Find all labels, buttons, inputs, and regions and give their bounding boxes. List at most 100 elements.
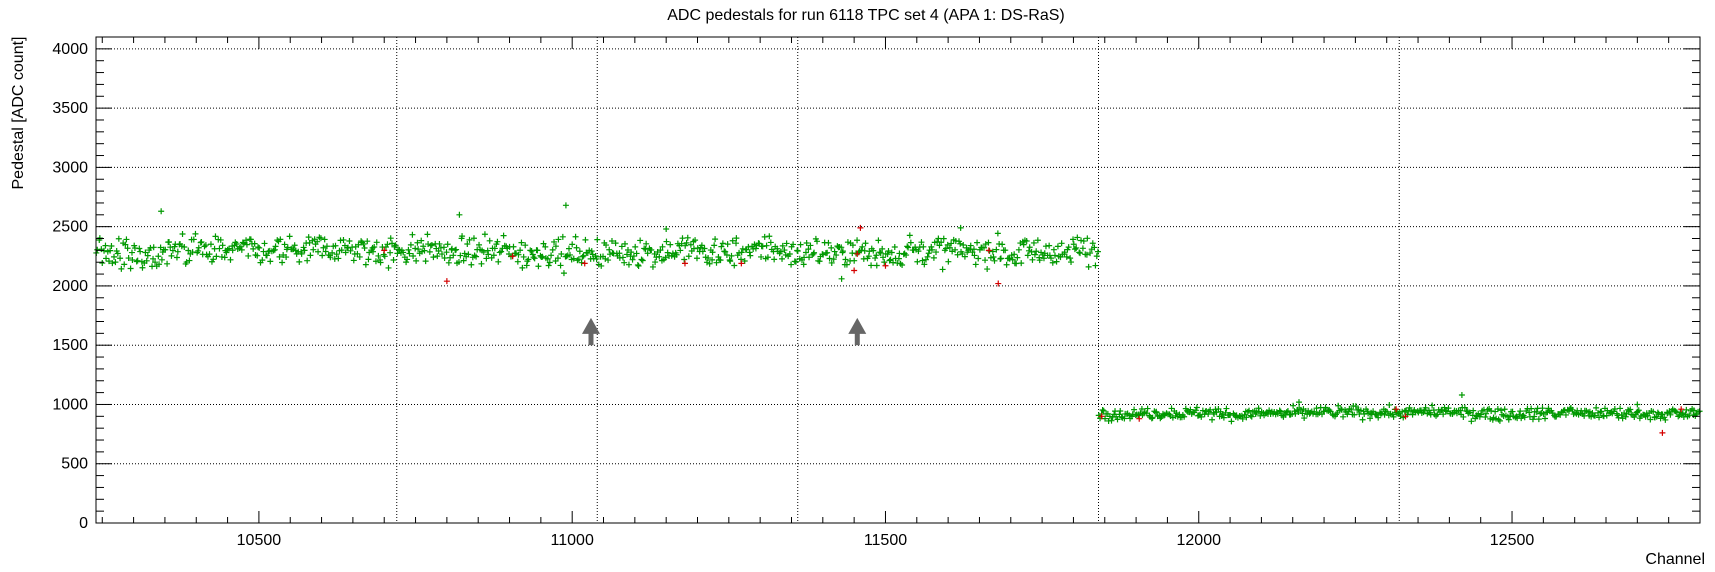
data-point bbox=[390, 256, 397, 263]
data-point bbox=[1220, 414, 1227, 421]
data-point bbox=[109, 260, 116, 267]
data-point bbox=[652, 259, 659, 266]
data-point bbox=[195, 247, 202, 254]
data-point bbox=[1581, 412, 1588, 419]
y-tick-label: 500 bbox=[61, 456, 88, 473]
data-point bbox=[195, 244, 202, 251]
data-point bbox=[582, 236, 589, 243]
data-point bbox=[1029, 256, 1036, 263]
data-point bbox=[365, 256, 372, 263]
data-point-flagged bbox=[1098, 413, 1105, 420]
data-point bbox=[925, 250, 932, 257]
data-point bbox=[722, 248, 729, 255]
data-point bbox=[1495, 416, 1502, 423]
data-point bbox=[565, 245, 572, 252]
data-point bbox=[233, 241, 240, 248]
data-point bbox=[174, 248, 181, 255]
data-point bbox=[1193, 404, 1200, 411]
data-point bbox=[851, 257, 858, 264]
data-point bbox=[971, 252, 978, 259]
data-point bbox=[1046, 252, 1053, 259]
data-point bbox=[560, 270, 567, 277]
data-point bbox=[372, 258, 379, 265]
data-point bbox=[1365, 410, 1372, 417]
data-point bbox=[457, 252, 464, 259]
data-point bbox=[371, 243, 378, 250]
data-point bbox=[1627, 406, 1634, 413]
data-point bbox=[421, 247, 428, 254]
data-point-flagged bbox=[1659, 429, 1666, 436]
data-point bbox=[279, 259, 286, 266]
data-point bbox=[633, 250, 640, 257]
data-point bbox=[392, 242, 399, 249]
data-point bbox=[1672, 408, 1679, 415]
data-point bbox=[806, 254, 813, 261]
data-point bbox=[420, 243, 427, 250]
data-point bbox=[924, 253, 931, 260]
data-point bbox=[685, 253, 692, 260]
data-point bbox=[1144, 405, 1151, 412]
data-point bbox=[99, 260, 106, 267]
data-point bbox=[1046, 242, 1053, 249]
data-point bbox=[954, 251, 961, 258]
data-point bbox=[1521, 414, 1528, 421]
data-point bbox=[430, 254, 437, 261]
data-point bbox=[384, 241, 391, 248]
data-point bbox=[1460, 413, 1467, 420]
data-point bbox=[656, 253, 663, 260]
data-point bbox=[1482, 414, 1489, 421]
data-point bbox=[1593, 404, 1600, 411]
data-point bbox=[1501, 406, 1508, 413]
data-point bbox=[519, 264, 526, 271]
data-point bbox=[570, 255, 577, 262]
data-point bbox=[1013, 260, 1020, 267]
data-point bbox=[764, 254, 771, 261]
data-point bbox=[1591, 412, 1598, 419]
data-point bbox=[629, 256, 636, 263]
data-point bbox=[800, 261, 807, 268]
data-point bbox=[885, 247, 892, 254]
data-point bbox=[572, 233, 579, 240]
data-point bbox=[838, 244, 845, 251]
data-point bbox=[1002, 247, 1009, 254]
data-point bbox=[549, 246, 556, 253]
data-point bbox=[1083, 251, 1090, 258]
data-point bbox=[576, 248, 583, 255]
data-point bbox=[1100, 407, 1107, 414]
data-point bbox=[807, 242, 814, 249]
data-point bbox=[630, 253, 637, 260]
data-point bbox=[124, 245, 131, 252]
data-point bbox=[991, 257, 998, 264]
data-point bbox=[870, 247, 877, 254]
data-point bbox=[322, 248, 329, 255]
data-point bbox=[1528, 405, 1535, 412]
data-point bbox=[483, 255, 490, 262]
data-point bbox=[445, 259, 452, 266]
data-point bbox=[779, 242, 786, 249]
data-point bbox=[1357, 407, 1364, 414]
data-point bbox=[679, 235, 686, 242]
data-point bbox=[906, 232, 913, 239]
data-point bbox=[825, 239, 832, 246]
data-point bbox=[741, 257, 748, 264]
data-point bbox=[1445, 405, 1452, 412]
data-point bbox=[207, 241, 214, 248]
data-point bbox=[1509, 408, 1516, 415]
data-point bbox=[227, 256, 234, 263]
data-point bbox=[939, 266, 946, 273]
data-point bbox=[1406, 404, 1413, 411]
data-point bbox=[1440, 411, 1447, 418]
data-point bbox=[179, 231, 186, 238]
data-point bbox=[1018, 260, 1025, 267]
data-point bbox=[987, 254, 994, 261]
data-point bbox=[1277, 408, 1284, 415]
data-point bbox=[435, 248, 442, 255]
data-point bbox=[490, 252, 497, 259]
data-point bbox=[1024, 252, 1031, 259]
data-point bbox=[1266, 407, 1273, 414]
data-point bbox=[136, 245, 143, 252]
x-axis-label: Channel bbox=[1645, 551, 1705, 568]
data-point bbox=[729, 237, 736, 244]
data-point bbox=[1168, 405, 1175, 412]
